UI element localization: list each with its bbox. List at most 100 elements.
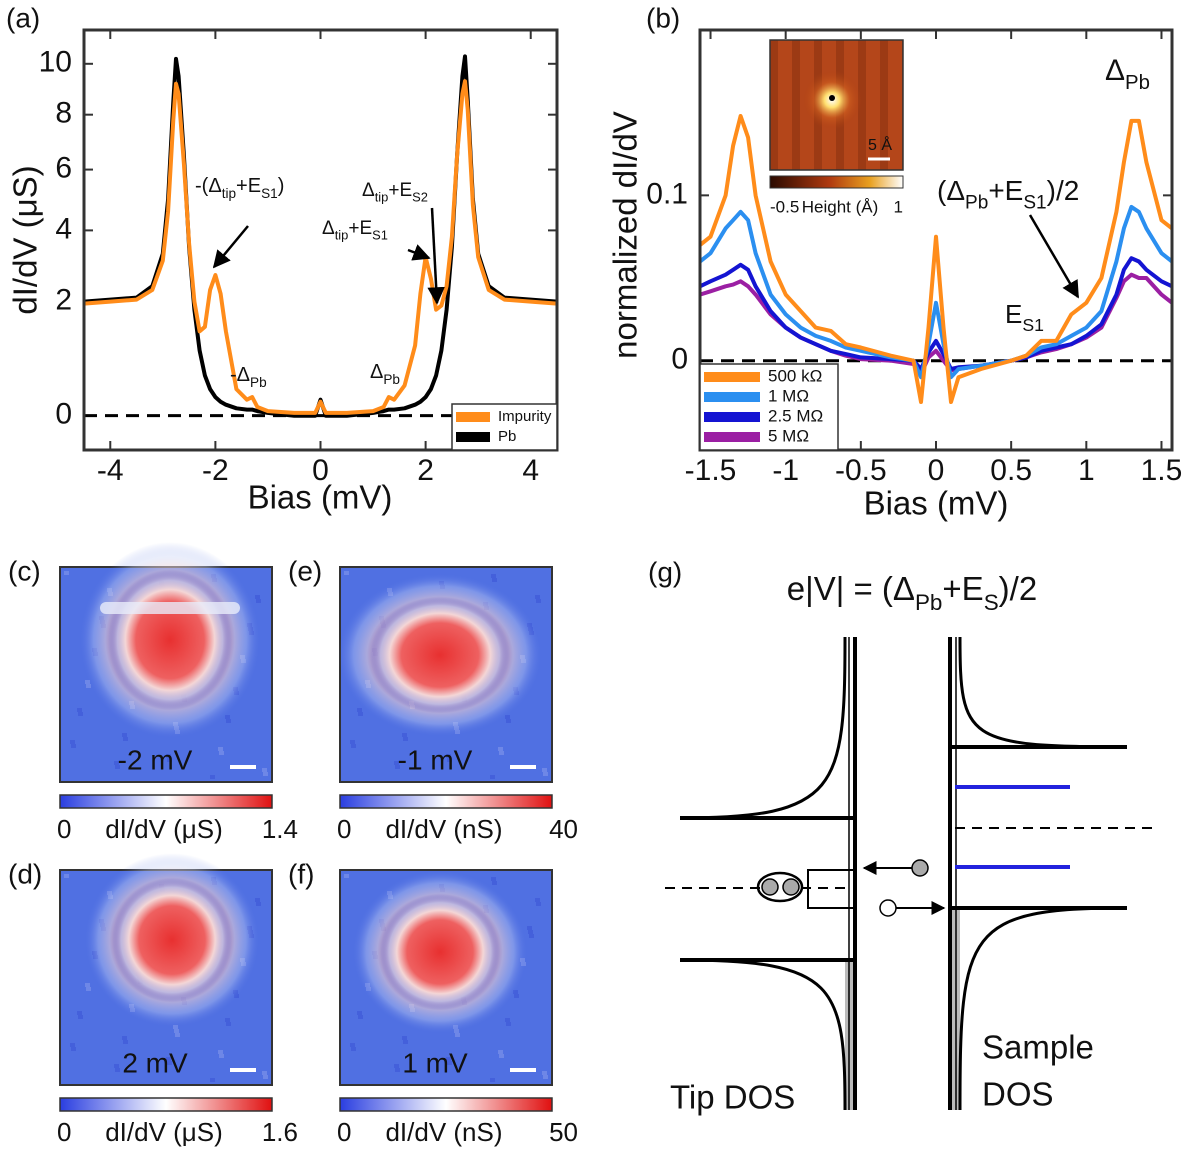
legend-box — [451, 403, 558, 451]
panel-label: (b) — [646, 2, 680, 33]
map-noise — [351, 744, 356, 748]
map-noise — [505, 715, 510, 719]
map-noise — [77, 1011, 82, 1015]
map-noise — [210, 1078, 215, 1082]
legend-label: 2.5 MΩ — [768, 406, 823, 425]
map-noise — [527, 926, 532, 930]
colorbar-label: Height (Å) — [802, 197, 879, 216]
colorbar-min: 0 — [57, 1117, 71, 1147]
map-bias: -1 mV — [398, 744, 473, 775]
map-blob — [108, 570, 232, 710]
map-blob — [380, 894, 500, 1010]
subscript: Pb — [250, 375, 267, 390]
annotation-arrow — [212, 225, 249, 269]
text-part: +E — [236, 175, 261, 197]
map-noise — [175, 1033, 180, 1037]
subscript: Pb — [915, 590, 942, 615]
map-noise — [358, 1015, 363, 1019]
map-noise — [173, 1025, 178, 1029]
inset-marker — [829, 95, 835, 101]
map-noise — [122, 733, 127, 737]
colorbar-max: 50 — [549, 1117, 578, 1147]
map-noise — [357, 708, 362, 712]
map-noise — [70, 740, 75, 744]
subscript: S1 — [372, 228, 388, 243]
map-noise — [85, 983, 90, 987]
map-noise — [357, 1011, 362, 1015]
series-line — [699, 256, 1173, 371]
panel-label: (g) — [648, 556, 682, 587]
colorbar-label: dI/dV (nS) — [385, 814, 502, 844]
legend-label: Pb — [498, 428, 516, 445]
map-noise — [219, 1054, 224, 1058]
legend-swatch — [704, 372, 760, 382]
sample-label: DOS — [982, 1076, 1054, 1113]
text-part: )/2 — [1047, 175, 1080, 206]
map-noise — [358, 712, 363, 716]
map-noise — [514, 994, 519, 998]
x-tick-label: 4 — [522, 454, 539, 487]
text-part: +E — [348, 218, 372, 239]
map-colorbar — [339, 794, 553, 809]
map-noise — [122, 1036, 127, 1040]
map-bias: 1 mV — [402, 1047, 468, 1078]
map-noise — [167, 1061, 172, 1065]
panel-label: (e) — [288, 555, 322, 586]
text-part: +E — [388, 180, 412, 201]
x-tick-label: 0 — [312, 454, 329, 487]
map-noise — [455, 1033, 460, 1037]
colorbar-max: 1 — [894, 197, 903, 216]
subscript: S1 — [1022, 315, 1044, 335]
map-noise — [166, 754, 171, 758]
legend-swatch — [704, 432, 760, 442]
map-noise — [210, 775, 215, 779]
annotation-arrow — [407, 244, 431, 261]
y-axis-label: dI/dV (μS) — [7, 165, 44, 314]
subscript: Pb — [383, 372, 400, 387]
map-noise — [71, 744, 76, 748]
text-part: e|V| = (Δ — [787, 570, 915, 607]
map-noise — [64, 571, 69, 575]
map-colorbar — [59, 1097, 273, 1112]
x-tick-label: 0.5 — [990, 454, 1032, 487]
annotation: ΔPb — [1105, 54, 1150, 94]
map-noise — [528, 930, 533, 934]
legend-swatch — [704, 412, 760, 422]
text-part: -Δ — [230, 364, 250, 386]
map-noise — [395, 765, 400, 769]
plot-frame — [698, 28, 1174, 452]
colorbar-label: dI/dV (μS) — [105, 814, 223, 844]
map-noise — [167, 758, 172, 762]
y-tick-label: 0 — [671, 343, 688, 376]
annotation: Δtip+ES2 — [362, 180, 428, 205]
map-noise — [498, 747, 503, 751]
dos-diagram — [665, 636, 1152, 1111]
annotation-arrow — [1028, 214, 1080, 299]
map-colorbar — [59, 794, 273, 809]
map-noise — [498, 1050, 503, 1054]
legend-swatch — [456, 432, 490, 442]
map-noise — [256, 902, 261, 906]
map-noise — [218, 1050, 223, 1054]
series-line — [83, 79, 558, 415]
map-blob — [112, 878, 232, 1002]
map-noise — [402, 1036, 407, 1040]
map-noise — [123, 1040, 128, 1044]
map-noise — [64, 874, 69, 878]
y-tick-label: 8 — [55, 97, 72, 130]
map-noise — [226, 1022, 231, 1026]
subscript: Pb — [1125, 72, 1150, 94]
map-noise — [174, 1029, 179, 1033]
y-tick-label: 6 — [55, 152, 72, 185]
map-noise — [402, 733, 407, 737]
text-part: ) — [278, 175, 285, 197]
map-noise — [123, 737, 128, 741]
colorbar-max: 1.4 — [262, 814, 298, 844]
map-noise — [543, 1075, 548, 1079]
y-tick-label: 4 — [55, 212, 72, 245]
map-streak — [100, 602, 240, 614]
map-noise — [535, 898, 540, 902]
subscript: tip — [222, 186, 236, 201]
text-part: Δ — [322, 218, 335, 239]
